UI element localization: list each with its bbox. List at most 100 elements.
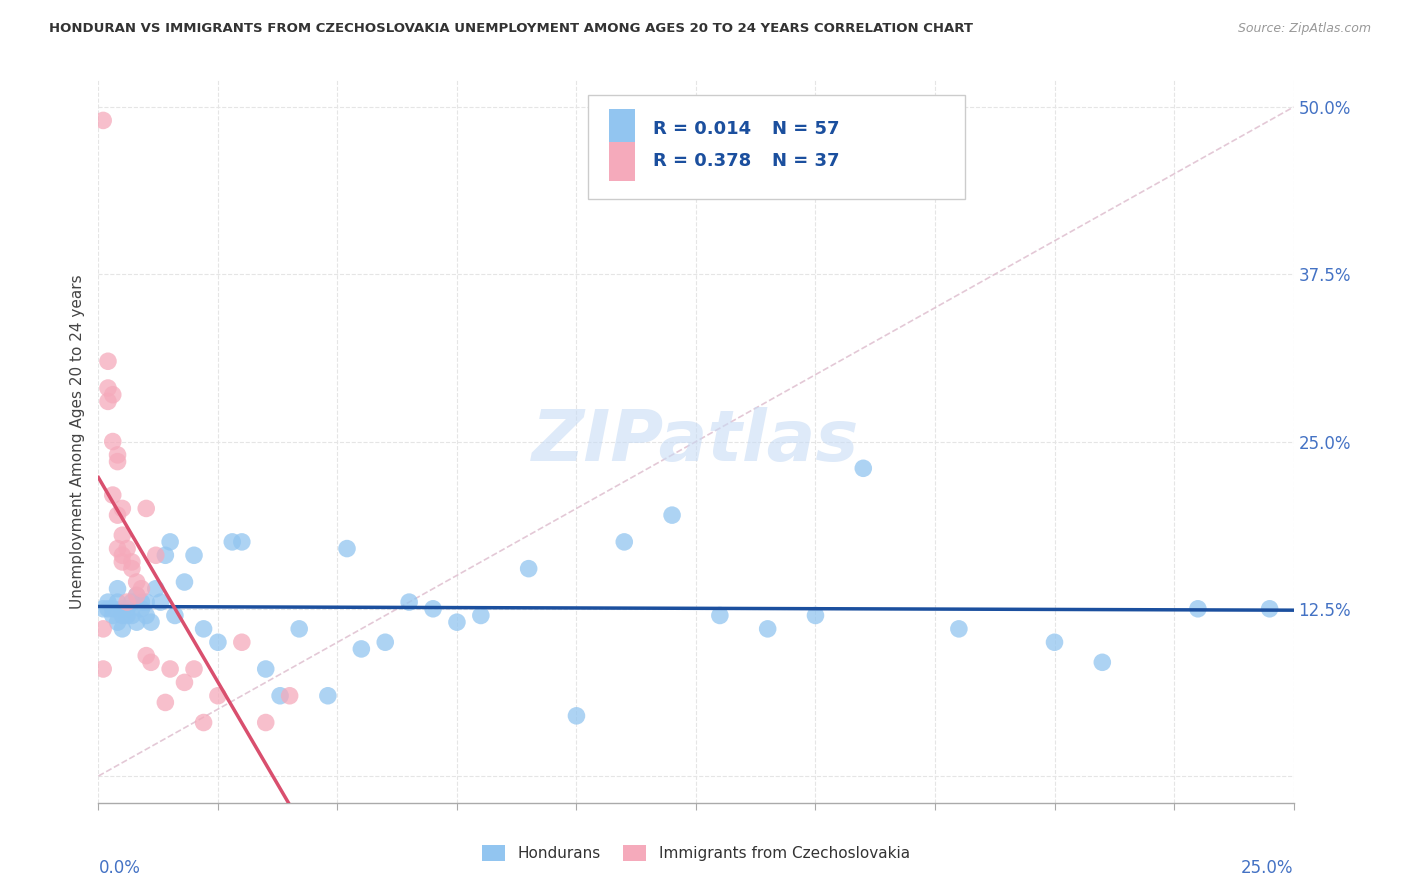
Point bbox=[111, 622, 134, 636]
FancyBboxPatch shape bbox=[609, 109, 636, 149]
Point bbox=[155, 548, 177, 563]
Point bbox=[139, 615, 162, 630]
Point bbox=[107, 455, 129, 469]
Point bbox=[193, 715, 215, 730]
Text: ZIPatlas: ZIPatlas bbox=[533, 407, 859, 476]
Point bbox=[173, 675, 195, 690]
Legend: Hondurans, Immigrants from Czechoslovakia: Hondurans, Immigrants from Czechoslovaki… bbox=[477, 839, 915, 867]
Point bbox=[173, 575, 195, 590]
Text: HONDURAN VS IMMIGRANTS FROM CZECHOSLOVAKIA UNEMPLOYMENT AMONG AGES 20 TO 24 YEAR: HONDURAN VS IMMIGRANTS FROM CZECHOSLOVAK… bbox=[49, 22, 973, 36]
Point bbox=[131, 602, 153, 616]
Point bbox=[101, 387, 124, 401]
Point bbox=[121, 555, 143, 569]
Point bbox=[269, 689, 291, 703]
Point bbox=[336, 541, 359, 556]
Point bbox=[107, 448, 129, 462]
Point bbox=[125, 615, 148, 630]
Point bbox=[115, 541, 138, 556]
Point bbox=[1187, 602, 1209, 616]
Point bbox=[107, 582, 129, 596]
Y-axis label: Unemployment Among Ages 20 to 24 years: Unemployment Among Ages 20 to 24 years bbox=[69, 274, 84, 609]
Point bbox=[288, 622, 311, 636]
Point bbox=[804, 608, 827, 623]
Text: 25.0%: 25.0% bbox=[1241, 859, 1294, 877]
Point bbox=[111, 501, 134, 516]
Point bbox=[135, 608, 157, 623]
Point bbox=[115, 608, 138, 623]
FancyBboxPatch shape bbox=[589, 95, 965, 200]
Point bbox=[207, 635, 229, 649]
Point bbox=[145, 582, 167, 596]
Point bbox=[159, 662, 181, 676]
Point bbox=[565, 708, 588, 723]
Text: 0.0%: 0.0% bbox=[98, 859, 141, 877]
Point bbox=[517, 562, 540, 576]
Point bbox=[852, 461, 875, 475]
Text: N = 37: N = 37 bbox=[772, 153, 839, 170]
Point bbox=[254, 715, 277, 730]
Point bbox=[155, 696, 177, 710]
Point bbox=[101, 608, 124, 623]
Point bbox=[183, 662, 205, 676]
Point bbox=[135, 648, 157, 663]
Point bbox=[125, 575, 148, 590]
Point bbox=[163, 608, 186, 623]
Point bbox=[97, 394, 120, 409]
Point bbox=[121, 608, 143, 623]
Point bbox=[1043, 635, 1066, 649]
Point bbox=[115, 595, 138, 609]
Text: N = 57: N = 57 bbox=[772, 120, 839, 137]
Point bbox=[125, 589, 148, 603]
Point bbox=[111, 608, 134, 623]
Point bbox=[709, 608, 731, 623]
Point bbox=[101, 602, 124, 616]
Point bbox=[149, 595, 172, 609]
Point bbox=[111, 548, 134, 563]
FancyBboxPatch shape bbox=[609, 142, 636, 181]
Text: R = 0.014: R = 0.014 bbox=[652, 120, 751, 137]
Point bbox=[91, 622, 114, 636]
Point bbox=[91, 113, 114, 128]
Point bbox=[193, 622, 215, 636]
Point bbox=[135, 501, 157, 516]
Text: Source: ZipAtlas.com: Source: ZipAtlas.com bbox=[1237, 22, 1371, 36]
Point bbox=[422, 602, 444, 616]
Point bbox=[121, 595, 143, 609]
Point bbox=[97, 602, 120, 616]
Point bbox=[613, 535, 636, 549]
Point bbox=[350, 642, 373, 657]
Point bbox=[183, 548, 205, 563]
Point bbox=[398, 595, 420, 609]
Point bbox=[278, 689, 301, 703]
Point bbox=[145, 548, 167, 563]
Point bbox=[948, 622, 970, 636]
Point bbox=[91, 602, 114, 616]
Point bbox=[131, 595, 153, 609]
Point bbox=[231, 535, 253, 549]
Point bbox=[91, 662, 114, 676]
Point bbox=[107, 508, 129, 523]
Point bbox=[1258, 602, 1281, 616]
Point bbox=[316, 689, 339, 703]
Point bbox=[97, 354, 120, 368]
Point bbox=[101, 434, 124, 449]
Point bbox=[221, 535, 243, 549]
Point bbox=[107, 541, 129, 556]
Point bbox=[131, 582, 153, 596]
Text: R = 0.378: R = 0.378 bbox=[652, 153, 751, 170]
Point bbox=[756, 622, 779, 636]
Point bbox=[374, 635, 396, 649]
Point bbox=[107, 615, 129, 630]
Point bbox=[135, 595, 157, 609]
Point bbox=[661, 508, 683, 523]
Point bbox=[254, 662, 277, 676]
Point bbox=[111, 602, 134, 616]
Point bbox=[101, 488, 124, 502]
Point bbox=[121, 562, 143, 576]
Point bbox=[446, 615, 468, 630]
Point bbox=[111, 528, 134, 542]
Point bbox=[115, 602, 138, 616]
Point bbox=[159, 535, 181, 549]
Point bbox=[97, 595, 120, 609]
Point bbox=[97, 381, 120, 395]
